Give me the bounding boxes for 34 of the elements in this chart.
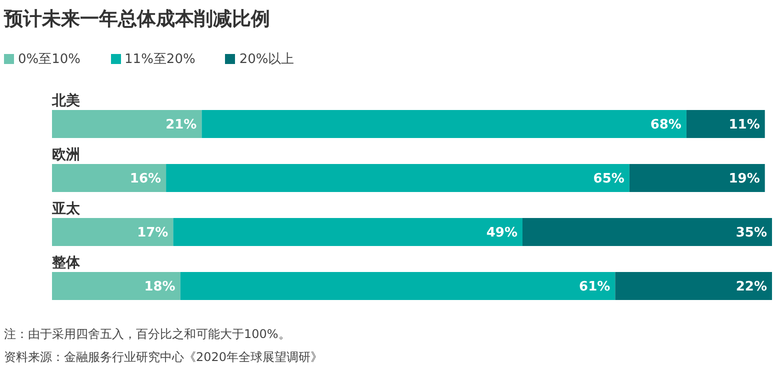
bar <box>202 110 686 138</box>
data-label: 35% <box>736 226 767 241</box>
data-label: 16% <box>130 172 162 187</box>
text: 注：由于采用四舍五入，百分比之和可能大于100%。 <box>4 326 290 343</box>
y-tick-label: 欧洲 <box>52 147 80 163</box>
bar <box>629 164 765 192</box>
data-label: 49% <box>486 226 518 241</box>
bar <box>615 272 772 300</box>
data-label: 19% <box>728 172 760 187</box>
data-label: 11% <box>728 118 760 133</box>
data-label: 22% <box>736 280 767 295</box>
text: 资料来源：金融服务行业研究中心《2020年全球展望调研》 <box>4 349 323 366</box>
y-tick-label: 北美 <box>51 92 80 109</box>
data-label: 65% <box>593 172 624 187</box>
legend-label: 11%至20% <box>124 51 196 68</box>
bar <box>52 218 174 246</box>
chart-title: 预计未来一年总体成本削减比例 <box>4 7 270 32</box>
bar <box>52 110 202 138</box>
legend-label: 0%至10% <box>17 51 81 68</box>
data-label: 61% <box>579 280 610 295</box>
legend-label: 20%以上 <box>238 51 294 68</box>
bar <box>166 164 630 192</box>
data-label: 18% <box>144 280 176 295</box>
bar <box>180 272 616 300</box>
data-label: 21% <box>166 118 197 133</box>
bar <box>52 272 180 300</box>
y-tick-label: 亚太 <box>51 201 81 217</box>
y-tick-label: 整体 <box>51 255 81 271</box>
data-label: 68% <box>650 118 682 133</box>
data-label: 17% <box>137 226 168 241</box>
bar <box>52 164 166 192</box>
bar <box>173 218 522 246</box>
bar <box>522 218 772 246</box>
bar <box>686 110 765 138</box>
